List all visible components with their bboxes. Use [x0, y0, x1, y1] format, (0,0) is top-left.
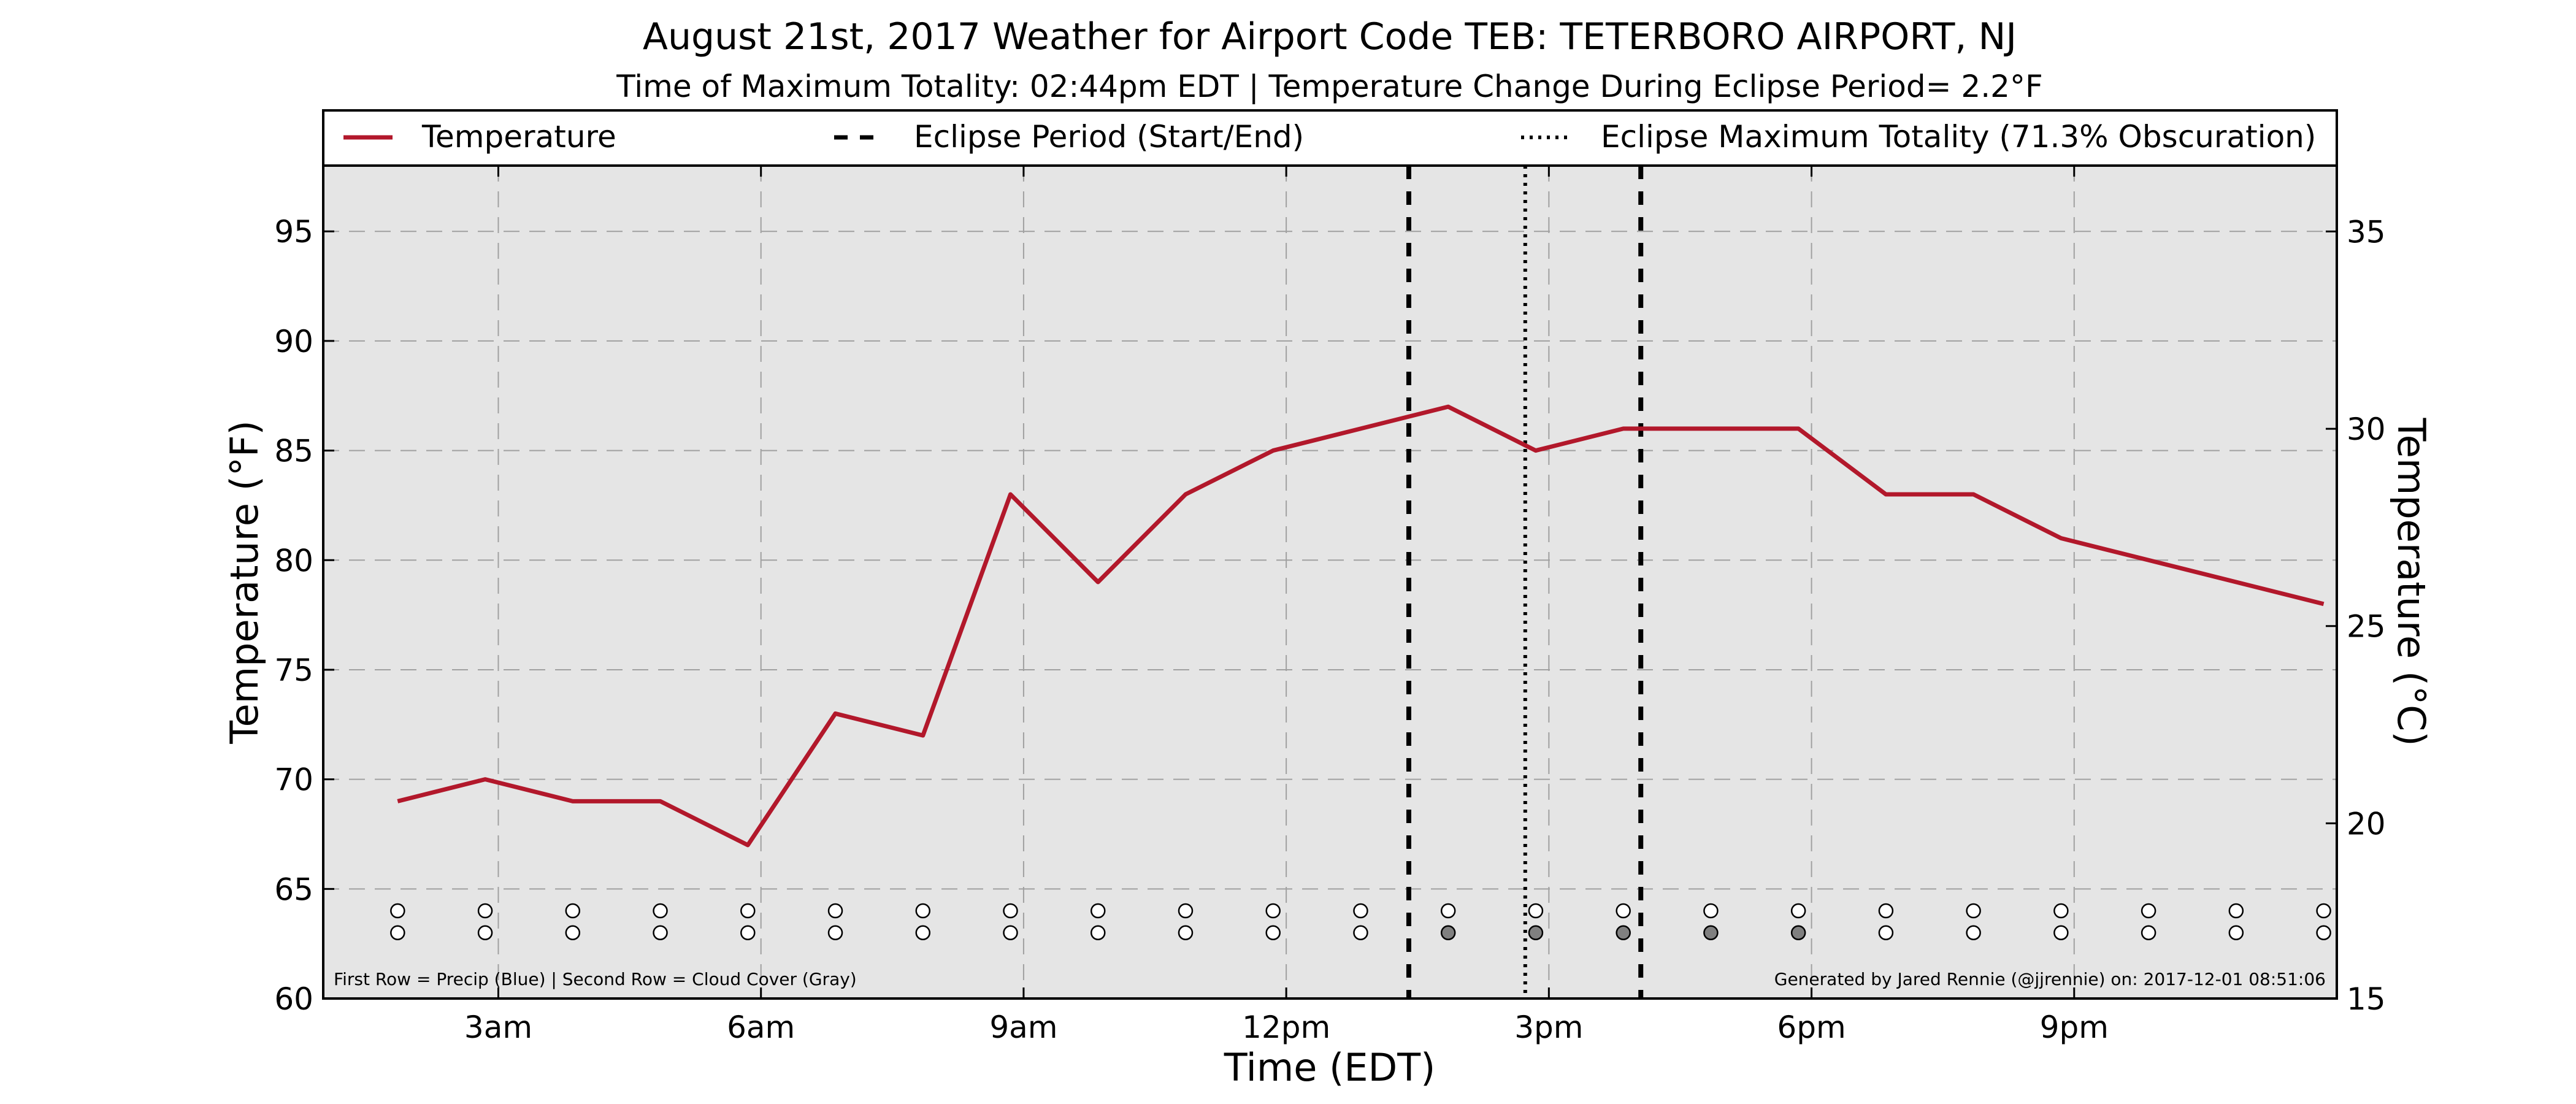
grid-lines — [323, 166, 2337, 999]
cloud-marker — [565, 925, 581, 941]
x-tick-label: 6am — [727, 1010, 795, 1045]
y-right-tick-label: 30 — [2347, 412, 2386, 447]
chart-subtitle: Time of Maximum Totality: 02:44pm EDT | … — [616, 69, 2042, 104]
y-right-tick-label: 15 — [2347, 981, 2386, 1017]
y-axis-right-label: Temperature (°C) — [2389, 417, 2434, 746]
precip-marker — [565, 903, 581, 919]
y-right-tick-label: 20 — [2347, 806, 2386, 841]
cloud-marker — [1790, 925, 1806, 941]
series-layer — [397, 404, 2325, 848]
y-left-tick-label: 95 — [274, 214, 313, 250]
precip-marker — [1265, 903, 1281, 919]
cloud-marker — [1178, 925, 1194, 941]
cloud-marker — [390, 925, 405, 941]
cloud-marker — [1003, 925, 1018, 941]
y-left-tick-label: 85 — [274, 434, 313, 469]
cloud-marker — [1090, 925, 1106, 941]
cloud-marker — [827, 925, 843, 941]
cloud-marker — [653, 925, 668, 941]
y-left-tick-label: 70 — [274, 762, 313, 798]
cloud-marker — [2316, 925, 2331, 941]
eclipse-lines — [1406, 166, 1644, 999]
cloud-marker — [915, 925, 931, 941]
y-left-tick-label: 75 — [274, 653, 313, 688]
y-left-tick-label: 65 — [274, 872, 313, 907]
legend-box — [322, 109, 2338, 167]
precip-marker — [1703, 903, 1719, 919]
precip-marker — [1878, 903, 1894, 919]
x-tick-label: 3am — [464, 1010, 532, 1045]
precip-marker — [2141, 903, 2156, 919]
cloud-marker — [1878, 925, 1894, 941]
x-axis-label: Time (EDT) — [1224, 1045, 1436, 1090]
cloud-marker — [477, 925, 493, 941]
legend-max-totality-label: Eclipse Maximum Totality (71.3% Obscurat… — [1601, 119, 2316, 155]
precip-marker — [2316, 903, 2331, 919]
y-left-tick-label: 90 — [274, 324, 313, 359]
precip-marker — [2228, 903, 2244, 919]
precip-marker — [740, 903, 756, 919]
note-right: Generated by Jared Rennie (@jjrennie) on… — [1774, 969, 2326, 989]
cloud-marker — [2053, 925, 2069, 941]
precip-marker — [653, 903, 668, 919]
axes: 3am 6am 9am 12pm 3pm 6pm 9pm 60 65 70 75 80 85 90 95 15… — [274, 166, 2386, 1045]
cloud-marker — [1440, 925, 1456, 941]
x-tick-label: 9pm — [2040, 1010, 2109, 1045]
legend-eclipse-period-label: Eclipse Period (Start/End) — [914, 119, 1304, 155]
y-right-tick-label: 25 — [2347, 609, 2386, 645]
precip-marker — [1790, 903, 1806, 919]
x-tick-label: 6pm — [1777, 1010, 1846, 1045]
cloud-marker — [2141, 925, 2156, 941]
precip-marker — [1003, 903, 1018, 919]
precip-marker — [2053, 903, 2069, 919]
x-tick-label: 12pm — [1242, 1010, 1330, 1045]
cloud-marker — [1265, 925, 1281, 941]
precip-marker — [1528, 903, 1544, 919]
precip-marker — [1090, 903, 1106, 919]
cloud-marker — [1528, 925, 1544, 941]
precip-marker — [1966, 903, 1981, 919]
cloud-marker — [1353, 925, 1368, 941]
cloud-marker — [1703, 925, 1719, 941]
cloud-marker — [740, 925, 756, 941]
y-right-tick-label: 35 — [2347, 214, 2386, 250]
y-left-tick-label: 60 — [274, 981, 313, 1017]
y-axis-left-label: Temperature (°F) — [222, 420, 267, 744]
legend-temperature-label: Temperature — [421, 119, 616, 155]
precip-marker — [1440, 903, 1456, 919]
precip-marker — [477, 903, 493, 919]
cloud-marker — [1966, 925, 1981, 941]
x-tick-label: 9am — [989, 1010, 1057, 1045]
chart-title: August 21st, 2017 Weather for Airport Co… — [643, 15, 2017, 58]
indicator-markers — [390, 903, 2331, 941]
precip-marker — [827, 903, 843, 919]
cloud-marker — [2228, 925, 2244, 941]
cloud-marker — [1616, 925, 1631, 941]
plot-area — [323, 166, 2337, 999]
y-left-tick-label: 80 — [274, 543, 313, 578]
precip-marker — [1353, 903, 1368, 919]
precip-marker — [390, 903, 405, 919]
precip-marker — [1616, 903, 1631, 919]
note-left: First Row = Precip (Blue) | Second Row =… — [334, 969, 857, 989]
precip-marker — [915, 903, 931, 919]
precip-marker — [1178, 903, 1194, 919]
legend: Temperature Eclipse Period (Start/End) E… — [322, 109, 2338, 167]
x-tick-label: 3pm — [1514, 1010, 1583, 1045]
